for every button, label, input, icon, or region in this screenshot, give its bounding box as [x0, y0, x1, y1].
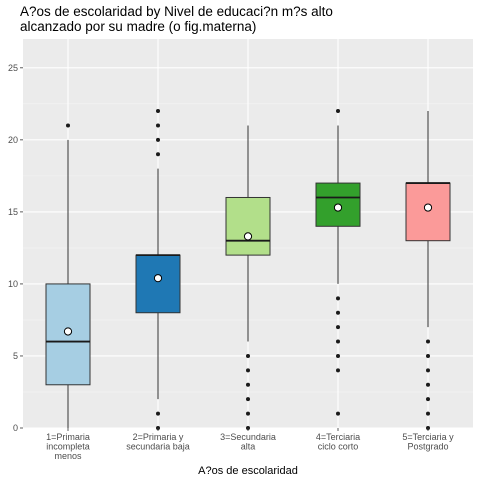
box-group — [135, 109, 181, 430]
outlier-point — [426, 411, 430, 416]
mean-point — [63, 327, 73, 336]
outlier-point — [336, 353, 340, 358]
outlier-point — [426, 339, 430, 344]
x-tick-label-line: 5=Terciaria y — [402, 432, 454, 442]
outlier-point — [426, 353, 430, 358]
box-group — [225, 125, 271, 430]
x-axis: 1=Primaria incompleta menos 2=Primaria y sec… — [46, 428, 454, 461]
y-axis: 0 5 10 15 20 25 — [8, 63, 23, 433]
y-tick-label: 15 — [8, 207, 18, 217]
boxes — [45, 109, 451, 430]
box-group — [405, 111, 451, 430]
outlier-point — [156, 137, 160, 142]
box-group — [45, 123, 91, 428]
box — [45, 283, 91, 386]
y-tick-label: 20 — [8, 135, 18, 145]
outlier-point — [246, 397, 250, 402]
outlier-point — [246, 368, 250, 373]
outlier-point — [156, 123, 160, 128]
outlier-point — [426, 382, 430, 387]
x-tick-label-line: 4=Terciaria — [316, 432, 360, 442]
x-tick-label: 5=Terciaria y Postgrado — [402, 432, 454, 452]
y-tick-label: 5 — [13, 351, 18, 361]
x-tick-label-line: secundaria baja — [126, 442, 190, 452]
x-tick-label: 2=Primaria y secundaria baja — [126, 432, 190, 452]
outlier-point — [156, 152, 160, 157]
mean-point — [333, 203, 343, 212]
x-tick-label-line: ciclo corto — [318, 442, 359, 452]
outlier-point — [336, 310, 340, 315]
x-tick-label-line: Postgrado — [407, 442, 448, 452]
mean-point — [153, 274, 163, 283]
chart-title-line-1: A?os de escolaridad by Nivel de educaci?… — [20, 4, 333, 19]
x-tick-label: 3=Secundaria alta — [220, 432, 276, 452]
y-tick-label: 10 — [8, 279, 18, 289]
x-tick-label-line: 1=Primaria — [46, 432, 90, 442]
x-tick-label: 4=Terciaria ciclo corto — [316, 432, 360, 452]
y-tick-label: 25 — [8, 63, 18, 73]
box — [225, 196, 271, 256]
y-tick-label: 0 — [13, 423, 18, 433]
outlier-point — [426, 368, 430, 373]
box-group — [315, 109, 361, 416]
outlier-point — [156, 109, 160, 114]
box — [405, 182, 451, 242]
outlier-point — [246, 353, 250, 358]
outlier-point — [336, 325, 340, 330]
outlier-point — [336, 339, 340, 344]
mean-point — [423, 203, 433, 212]
x-tick-label: 1=Primaria incompleta menos — [46, 432, 90, 461]
outlier-point — [246, 411, 250, 416]
outlier-point — [336, 411, 340, 416]
outlier-point — [156, 411, 160, 416]
x-axis-title: A?os de escolaridad — [198, 465, 298, 477]
outlier-point — [426, 397, 430, 402]
chart-title-line-2: alcanzado por su madre (o fig.materna) — [20, 19, 257, 34]
x-tick-label-line: alta — [241, 442, 256, 452]
x-tick-label-line: incompleta — [46, 442, 90, 452]
x-tick-label-line: 2=Primaria y — [133, 432, 184, 442]
outlier-point — [336, 296, 340, 301]
outlier-point — [336, 368, 340, 373]
box — [135, 254, 181, 314]
outlier-point — [336, 109, 340, 114]
outlier-point — [246, 382, 250, 387]
x-tick-label-line: 3=Secundaria — [220, 432, 276, 442]
mean-point — [243, 232, 253, 241]
x-tick-label-line: menos — [54, 451, 82, 461]
outlier-point — [66, 123, 70, 128]
